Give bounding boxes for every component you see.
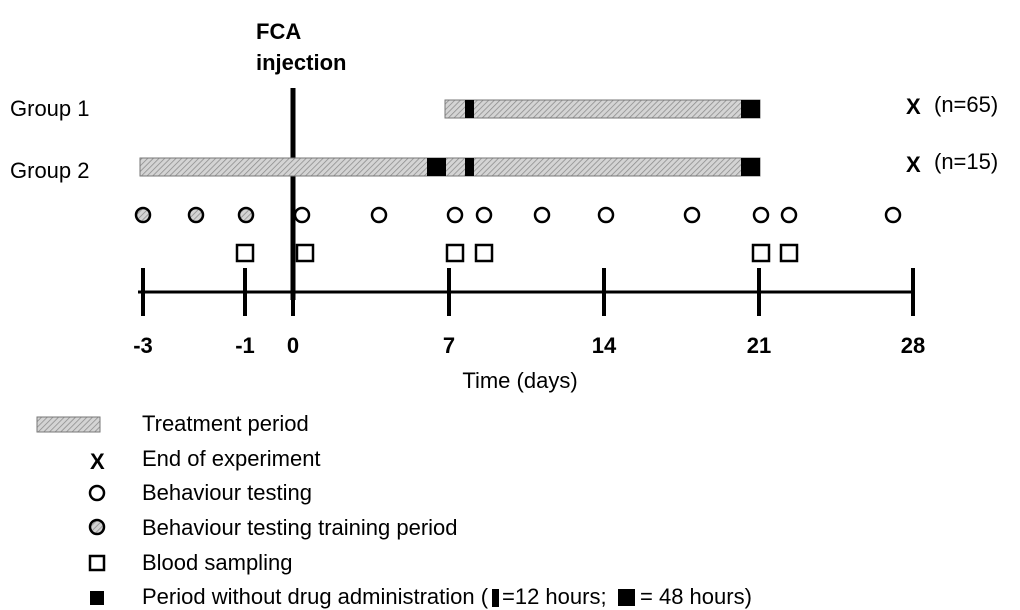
no-drug-block [741, 100, 760, 118]
group-n: (n=65) [934, 92, 998, 117]
legend-text: Blood sampling [142, 550, 292, 575]
axis-tick-label: 28 [901, 333, 925, 358]
blood-square [779, 243, 799, 263]
title-line: FCA [256, 19, 301, 44]
blood-square [474, 243, 494, 263]
training-circle [134, 206, 152, 224]
behaviour-circle [533, 206, 551, 224]
legend-text: Behaviour testing [142, 480, 312, 505]
legend-end-symbol: X [90, 449, 105, 474]
legend-treatment-swatch [36, 416, 101, 433]
training-circle [237, 206, 255, 224]
treatment-bar [444, 99, 761, 119]
treatment-bar [139, 157, 761, 177]
legend-open-circle [88, 484, 106, 502]
axis-tick-label: -1 [235, 333, 255, 358]
behaviour-circle [752, 206, 770, 224]
end-marker: X [906, 94, 921, 119]
legend-wide-block [618, 589, 635, 606]
blood-square [751, 243, 771, 263]
legend-text: = 48 hours) [640, 584, 752, 609]
behaviour-circle [293, 206, 311, 224]
blood-square [235, 243, 255, 263]
group-label: Group 1 [10, 96, 90, 121]
legend-text: End of experiment [142, 446, 321, 471]
behaviour-circle [475, 206, 493, 224]
legend-text: Period without drug administration ( [142, 584, 489, 609]
legend-hatched-circle [88, 518, 106, 536]
behaviour-circle [370, 206, 388, 224]
group-label: Group 2 [10, 158, 90, 183]
no-drug-block [465, 158, 474, 176]
legend-text: Treatment period [142, 411, 309, 436]
blood-square [445, 243, 465, 263]
group-n: (n=15) [934, 149, 998, 174]
behaviour-circle [683, 206, 701, 224]
axis-tick-label: 21 [747, 333, 771, 358]
axis-tick-label: -3 [133, 333, 153, 358]
axis-tick-label: 0 [287, 333, 299, 358]
blood-square [295, 243, 315, 263]
axis-label: Time (days) [462, 368, 577, 393]
training-circle [187, 206, 205, 224]
end-marker: X [906, 152, 921, 177]
axis-tick-label: 7 [443, 333, 455, 358]
legend-text: =12 hours; [502, 584, 607, 609]
behaviour-circle [780, 206, 798, 224]
no-drug-block [427, 158, 446, 176]
behaviour-circle [446, 206, 464, 224]
title-line: injection [256, 50, 346, 75]
behaviour-circle [884, 206, 902, 224]
legend-text: Behaviour testing training period [142, 515, 458, 540]
legend-square [88, 554, 106, 572]
no-drug-block [465, 100, 474, 118]
axis-tick-label: 14 [592, 333, 617, 358]
no-drug-block [741, 158, 760, 176]
legend-thin-block [492, 589, 499, 607]
legend-black-block [90, 591, 104, 605]
behaviour-circle [597, 206, 615, 224]
